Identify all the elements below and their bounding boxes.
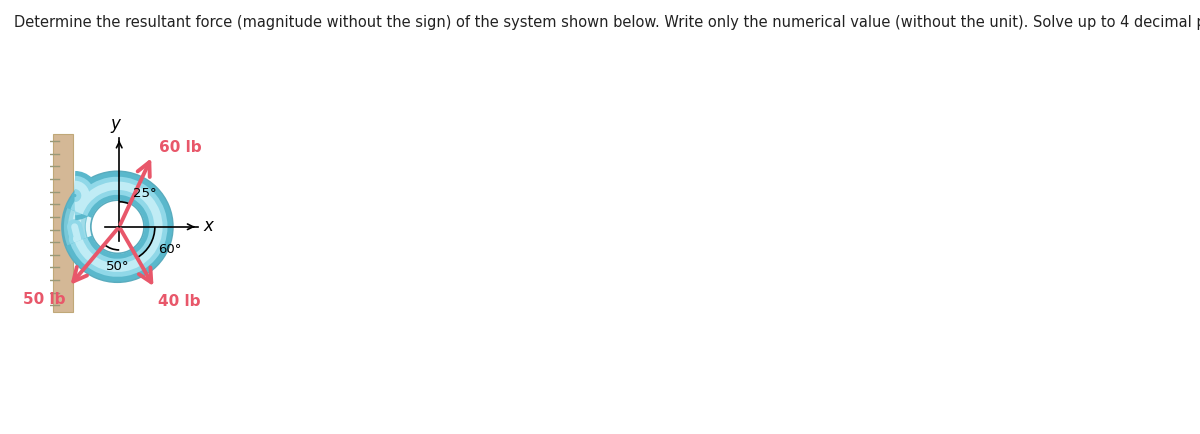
Text: 50°: 50° xyxy=(106,259,130,272)
Text: 60 lb: 60 lb xyxy=(158,140,202,155)
Text: 60°: 60° xyxy=(158,242,182,255)
Text: 40 lb: 40 lb xyxy=(157,293,200,308)
Text: $y$: $y$ xyxy=(110,117,122,135)
Bar xyxy=(73,221,74,233)
Bar xyxy=(53,135,73,312)
Text: Determine the resultant force (magnitude without the sign) of the system shown b: Determine the resultant force (magnitude… xyxy=(14,15,1200,30)
Text: 50 lb: 50 lb xyxy=(23,292,65,306)
Text: 25°: 25° xyxy=(133,187,156,200)
Text: $x$: $x$ xyxy=(203,217,216,234)
